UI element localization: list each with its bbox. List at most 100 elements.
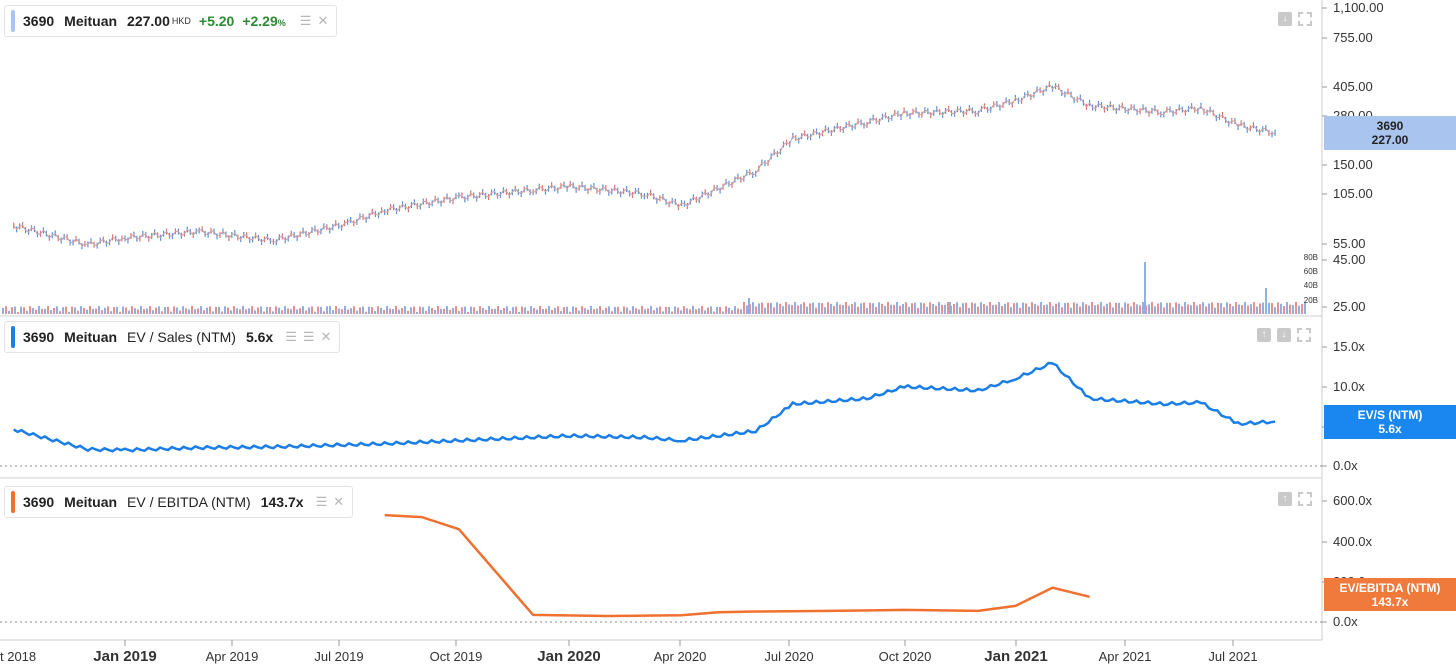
volume-tick-label: 80B [1304, 253, 1318, 262]
close-icon[interactable]: ✕ [320, 329, 332, 344]
volume-bar [101, 310, 103, 314]
volume-bar [554, 307, 556, 314]
volume-bar [278, 307, 280, 314]
move-down-icon[interactable]: ↓ [1277, 328, 1291, 342]
volume-bar [497, 306, 499, 314]
volume-bar [191, 306, 193, 314]
ev-sales-tick-label: 0.0x [1333, 458, 1358, 473]
ev-sales-legend-swatch [11, 326, 15, 348]
volume-bar [128, 310, 130, 314]
volume-bar [692, 306, 694, 314]
volume-bar [593, 309, 595, 314]
volume-bar [782, 306, 784, 314]
volume-bar [920, 302, 922, 314]
volume-bar [761, 302, 763, 314]
volume-bar [748, 298, 750, 314]
volume-bar [299, 308, 301, 314]
volume-bar [158, 306, 160, 314]
volume-bar [1196, 305, 1198, 314]
volume-bar [44, 308, 46, 314]
volume-bar [347, 309, 349, 314]
volume-bar [11, 307, 13, 314]
volume-bar [560, 311, 562, 314]
close-icon[interactable]: ✕ [333, 494, 345, 509]
volume-bar [836, 302, 838, 314]
volume-bar [473, 307, 475, 314]
volume-bar [512, 307, 514, 314]
volume-bar [767, 302, 769, 314]
volume-bar [1163, 307, 1165, 314]
volume-bar [77, 310, 79, 314]
volume-bar [1193, 302, 1195, 314]
close-icon[interactable]: ✕ [317, 13, 329, 28]
volume-tick-label: 60B [1304, 267, 1318, 276]
volume-bar [668, 306, 670, 314]
volume-bar [218, 306, 220, 314]
move-down-icon[interactable]: ↓ [1278, 12, 1292, 26]
ev-ebitda-tick-label: 600.0x [1333, 493, 1373, 508]
volume-bar [1037, 305, 1039, 314]
x-axis-label: Jul 2019 [314, 649, 363, 664]
price-tick-label: 25.00 [1333, 299, 1366, 314]
volume-bar [1181, 306, 1183, 314]
volume-bar [209, 306, 211, 314]
volume-bar [170, 311, 172, 314]
volume-bar [485, 309, 487, 314]
volume-bar [890, 304, 892, 314]
volume-bar [929, 302, 931, 314]
x-axis-label: Jul 2021 [1208, 649, 1257, 664]
volume-bar [653, 310, 655, 314]
volume-bar [431, 307, 433, 314]
volume-bar [470, 306, 472, 314]
volume-bar [1169, 302, 1171, 314]
volume-bar [1304, 302, 1306, 314]
volume-bar [956, 302, 958, 314]
volume-bar [623, 306, 625, 314]
volume-bar [725, 306, 727, 314]
x-axis-label: Oct 2019 [430, 649, 483, 664]
volume-bar [605, 307, 607, 314]
layers-icon[interactable]: ☰ [299, 13, 312, 28]
fullscreen-icon[interactable] [1298, 12, 1312, 26]
volume-bar [302, 306, 304, 314]
volume-bar [131, 306, 133, 314]
layers-icon[interactable]: ☰ [285, 329, 297, 344]
volume-bar [251, 306, 253, 314]
move-up-icon[interactable]: ↑ [1257, 328, 1271, 342]
volume-bar [1268, 302, 1270, 314]
x-axis-label: Apr 2021 [1099, 649, 1152, 664]
volume-bar [8, 310, 10, 314]
volume-bar [638, 309, 640, 314]
volume-bar [848, 305, 850, 314]
volume-bar [671, 311, 673, 314]
volume-bar [557, 306, 559, 314]
fullscreen-icon[interactable] [1298, 492, 1312, 506]
volume-bar [173, 306, 175, 314]
volume-bar [353, 306, 355, 314]
volume-bar [269, 306, 271, 314]
price-ticker: 3690 [23, 13, 55, 29]
layers-icon[interactable]: ☰ [302, 329, 315, 344]
volume-bar [53, 307, 55, 314]
layers-icon[interactable]: ☰ [315, 494, 328, 509]
volume-bar [167, 306, 169, 314]
volume-bar [140, 306, 142, 314]
fullscreen-icon[interactable] [1297, 328, 1311, 342]
move-up-icon[interactable]: ↑ [1278, 492, 1292, 506]
volume-bar [89, 306, 91, 314]
volume-bar [47, 306, 49, 314]
volume-bar [1055, 303, 1057, 314]
volume-bar [1298, 305, 1300, 314]
price-change-pct: +2.29% [242, 13, 285, 29]
volume-bar [713, 311, 715, 314]
volume-bar [110, 311, 112, 314]
volume-bar [614, 306, 616, 314]
volume-bar [1292, 305, 1294, 314]
volume-bar [206, 307, 208, 314]
volume-bar [599, 306, 601, 314]
volume-bar [86, 309, 88, 314]
volume-bar [647, 308, 649, 314]
volume-bar [527, 310, 529, 314]
volume-bar [1130, 306, 1132, 314]
volume-bar [413, 306, 415, 314]
